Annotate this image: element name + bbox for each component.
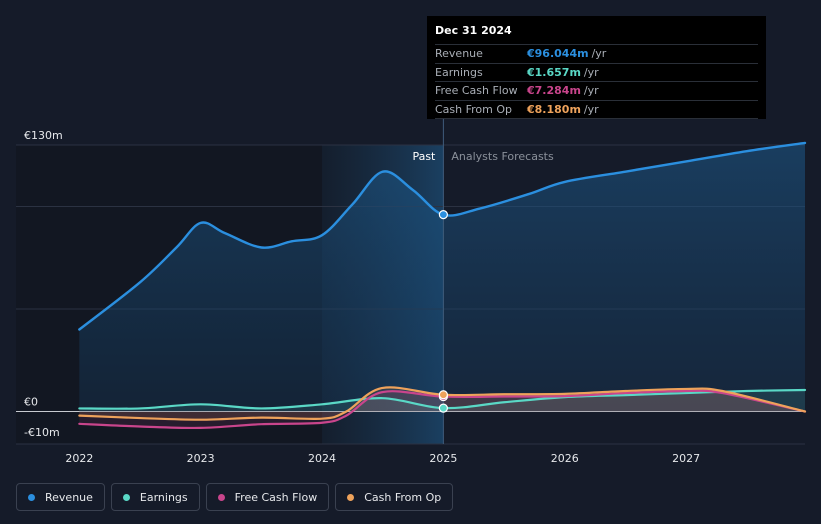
cash-from-op-line xyxy=(78,386,807,421)
tooltip-unit: /yr xyxy=(583,84,599,98)
tooltip-name: Revenue xyxy=(435,47,483,61)
tooltip-value: €96.044m xyxy=(527,47,589,61)
legend-label: Earnings xyxy=(139,490,188,504)
tooltip-value: €8.180m xyxy=(527,102,581,116)
tooltip-row-free-cash-flow: Free Cash Flow €7.284m /yr xyxy=(435,81,758,100)
forecast-label: Analysts Forecasts xyxy=(451,150,554,163)
x-tick-label: 2027 xyxy=(672,452,700,465)
legend-label: Revenue xyxy=(45,490,93,504)
tooltip-value: €7.284m xyxy=(527,84,581,98)
legend-dot-icon xyxy=(347,493,355,501)
revenue-line xyxy=(78,141,807,331)
tooltip-name: Free Cash Flow xyxy=(435,84,518,98)
legend-label: Cash From Op xyxy=(364,490,442,504)
tooltip-value: €1.657m xyxy=(527,65,581,79)
tooltip-unit: /yr xyxy=(583,65,599,79)
legend-item-free-cash-flow[interactable]: Free Cash Flow xyxy=(205,483,330,511)
tooltip-date: Dec 31 2024 xyxy=(435,24,512,37)
tooltip-row-revenue: Revenue €96.044m /yr xyxy=(435,44,758,63)
y-axis-labels: €130m €0 -€10m xyxy=(24,129,63,439)
y-tick-label: €130m xyxy=(24,129,63,142)
tooltip-name: Cash From Op xyxy=(435,102,513,116)
x-tick-label: 2022 xyxy=(65,452,93,465)
x-tick-label: 2025 xyxy=(429,452,457,465)
legend-dot-icon xyxy=(217,493,225,501)
tooltip-name: Earnings xyxy=(435,65,483,79)
revenue-area xyxy=(79,142,805,412)
cash-from-op-marker xyxy=(438,390,448,400)
legend-item-cash-from-op[interactable]: Cash From Op xyxy=(335,483,454,511)
legend-dot-icon xyxy=(28,493,35,501)
legend-item-earnings[interactable]: Earnings xyxy=(110,483,200,511)
x-axis-labels: 2022 2023 2024 2025 2026 2027 xyxy=(65,452,700,465)
y-tick-label: €0 xyxy=(24,396,38,409)
x-tick-label: 2024 xyxy=(308,452,336,465)
past-label: Past xyxy=(412,150,436,163)
tooltip-row-earnings: Earnings €1.657m /yr xyxy=(435,62,758,82)
legend: Revenue Earnings Free Cash Flow Cash Fro… xyxy=(16,483,454,511)
y-tick-label: -€10m xyxy=(24,426,60,439)
earnings-marker xyxy=(438,403,448,413)
legend-label: Free Cash Flow xyxy=(234,490,318,504)
tooltip: Dec 31 2024 Revenue €96.044m /yr Earning… xyxy=(427,16,766,119)
tooltip-row-cash-from-op: Cash From Op €8.180m /yr xyxy=(435,99,758,119)
highlight-markers xyxy=(438,210,448,413)
free-cash-flow-line xyxy=(78,389,807,430)
x-tick-label: 2026 xyxy=(551,452,579,465)
tooltip-unit: /yr xyxy=(591,47,607,61)
legend-item-revenue[interactable]: Revenue xyxy=(16,483,105,511)
tooltip-unit: /yr xyxy=(583,102,599,116)
legend-dot-icon xyxy=(122,493,130,501)
revenue-marker xyxy=(438,210,448,220)
x-tick-label: 2023 xyxy=(187,452,215,465)
